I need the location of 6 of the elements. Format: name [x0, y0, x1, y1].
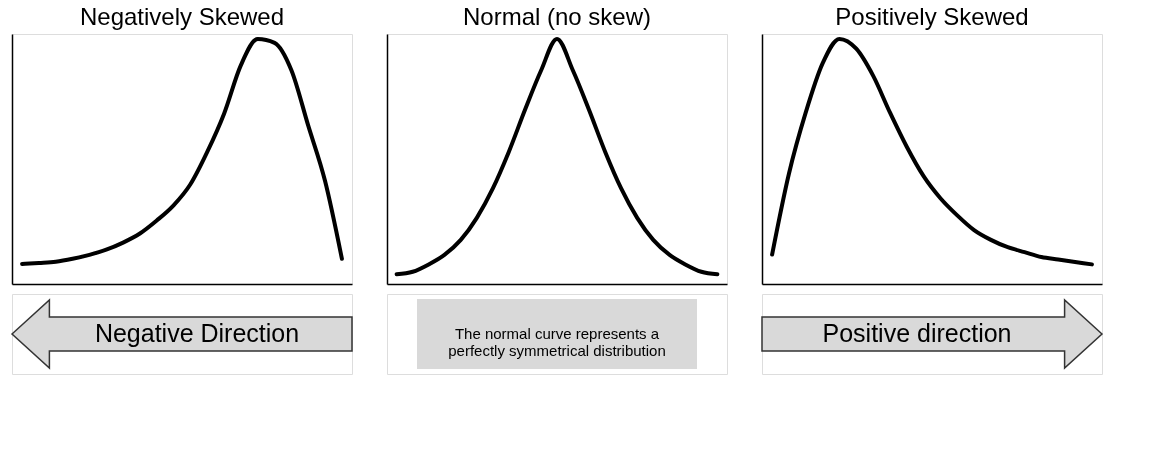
- chart-title: Positively Skewed: [835, 3, 1029, 30]
- text: Positive direction: [822, 319, 1012, 347]
- text: Negative Direction: [94, 319, 300, 347]
- text: The normal curve represents a perfectly symmetrical distribution: [448, 325, 666, 359]
- chart-title: Normal (no skew): [462, 3, 652, 30]
- chart-title: Negatively Skewed: [79, 3, 285, 30]
